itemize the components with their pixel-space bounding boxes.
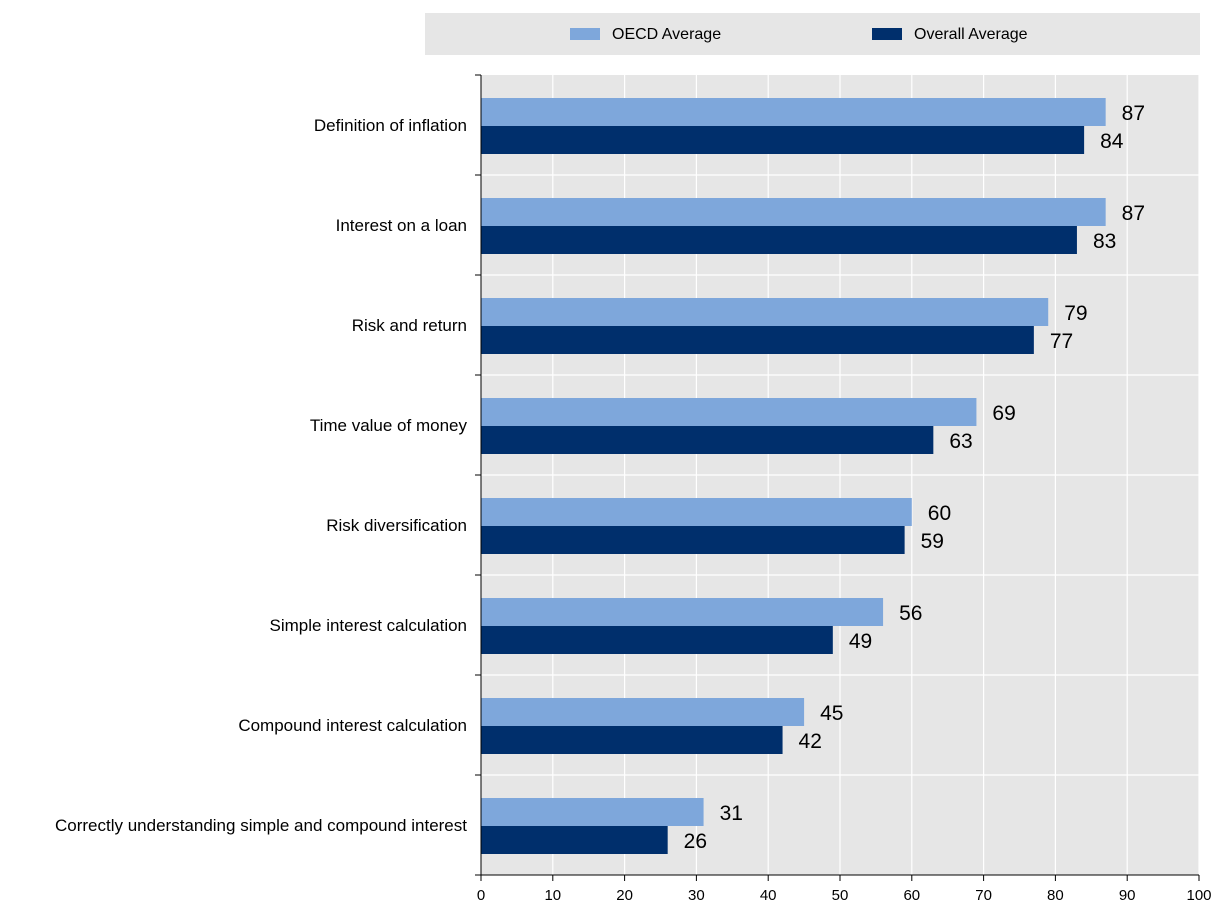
x-tick-label-40: 40 — [760, 887, 777, 904]
value-label-overall-average-compound-interest-calculation: 42 — [799, 730, 822, 753]
x-tick-label-10: 10 — [544, 887, 561, 904]
bar-oecd-average-correctly-understanding-simple-and-compound-interest — [481, 798, 704, 826]
value-label-oecd-average-risk-diversification: 60 — [928, 502, 951, 525]
bar-overall-average-definition-of-inflation — [481, 126, 1085, 154]
category-label-interest-on-a-loan: Interest on a loan — [336, 216, 467, 235]
value-label-oecd-average-definition-of-inflation: 87 — [1122, 102, 1145, 125]
value-label-oecd-average-risk-and-return: 79 — [1064, 302, 1087, 325]
bar-overall-average-risk-and-return — [481, 326, 1034, 354]
value-label-overall-average-simple-interest-calculation: 49 — [849, 630, 872, 653]
x-tick-label-70: 70 — [975, 887, 992, 904]
legend-background — [425, 13, 1200, 55]
bar-oecd-average-definition-of-inflation — [481, 98, 1106, 126]
bar-oecd-average-interest-on-a-loan — [481, 198, 1106, 226]
x-tick-label-0: 0 — [477, 887, 485, 904]
legend-swatch-overall-average — [872, 28, 902, 40]
category-labels: Definition of inflation Interest on a loa… — [55, 116, 468, 835]
value-label-overall-average-risk-and-return: 77 — [1050, 330, 1073, 353]
x-tick-label-80: 80 — [1047, 887, 1064, 904]
bar-overall-average-compound-interest-calculation — [481, 726, 783, 754]
category-label-risk-diversification: Risk diversification — [326, 516, 467, 535]
category-separators — [475, 74, 1199, 876]
value-label-overall-average-risk-diversification: 59 — [921, 530, 944, 553]
x-tick-label-50: 50 — [832, 887, 849, 904]
value-label-oecd-average-simple-interest-calculation: 56 — [899, 602, 922, 625]
x-axis-ticks: 0 10 20 30 40 50 60 70 80 90 100 — [477, 875, 1212, 904]
value-label-oecd-average-compound-interest-calculation: 45 — [820, 702, 843, 725]
bars — [481, 98, 1106, 854]
value-label-overall-average-correctly-understanding-simple-and-compound-interest: 26 — [684, 830, 707, 853]
category-label-definition-of-inflation: Definition of inflation — [314, 116, 467, 135]
legend-swatch-oecd-average — [570, 28, 600, 40]
value-label-oecd-average-correctly-understanding-simple-and-compound-interest: 31 — [720, 802, 743, 825]
category-label-compound-interest-calculation: Compound interest calculation — [238, 716, 467, 735]
legend-label-overall-average: Overall Average — [914, 26, 1028, 43]
bar-oecd-average-time-value-of-money — [481, 398, 977, 426]
bar-oecd-average-risk-and-return — [481, 298, 1049, 326]
category-label-correctly-understanding-simple-and-compound-interest: Correctly understanding simple and compo… — [55, 816, 467, 835]
bar-overall-average-simple-interest-calculation — [481, 626, 833, 654]
category-label-simple-interest-calculation: Simple interest calculation — [270, 616, 467, 635]
x-tick-label-60: 60 — [903, 887, 920, 904]
value-label-overall-average-time-value-of-money: 63 — [949, 430, 972, 453]
x-tick-label-30: 30 — [688, 887, 705, 904]
x-tick-label-100: 100 — [1186, 887, 1211, 904]
value-label-overall-average-interest-on-a-loan: 83 — [1093, 230, 1116, 253]
bar-overall-average-risk-diversification — [481, 526, 905, 554]
value-label-oecd-average-interest-on-a-loan: 87 — [1122, 202, 1145, 225]
bar-oecd-average-simple-interest-calculation — [481, 598, 884, 626]
value-label-oecd-average-time-value-of-money: 69 — [992, 402, 1015, 425]
value-label-overall-average-definition-of-inflation: 84 — [1100, 130, 1124, 153]
bar-overall-average-time-value-of-money — [481, 426, 934, 454]
x-tick-label-90: 90 — [1119, 887, 1136, 904]
bar-oecd-average-risk-diversification — [481, 498, 912, 526]
bar-overall-average-correctly-understanding-simple-and-compound-interest — [481, 826, 668, 854]
legend-label-oecd-average: OECD Average — [612, 26, 721, 43]
value-labels: 87 84 87 83 79 77 69 63 60 59 56 49 45 42 31 26 — [684, 102, 1145, 853]
category-label-time-value-of-money: Time value of money — [310, 416, 468, 435]
bar-overall-average-interest-on-a-loan — [481, 226, 1077, 254]
bar-oecd-average-compound-interest-calculation — [481, 698, 805, 726]
x-tick-label-20: 20 — [616, 887, 633, 904]
category-label-risk-and-return: Risk and return — [352, 316, 467, 335]
